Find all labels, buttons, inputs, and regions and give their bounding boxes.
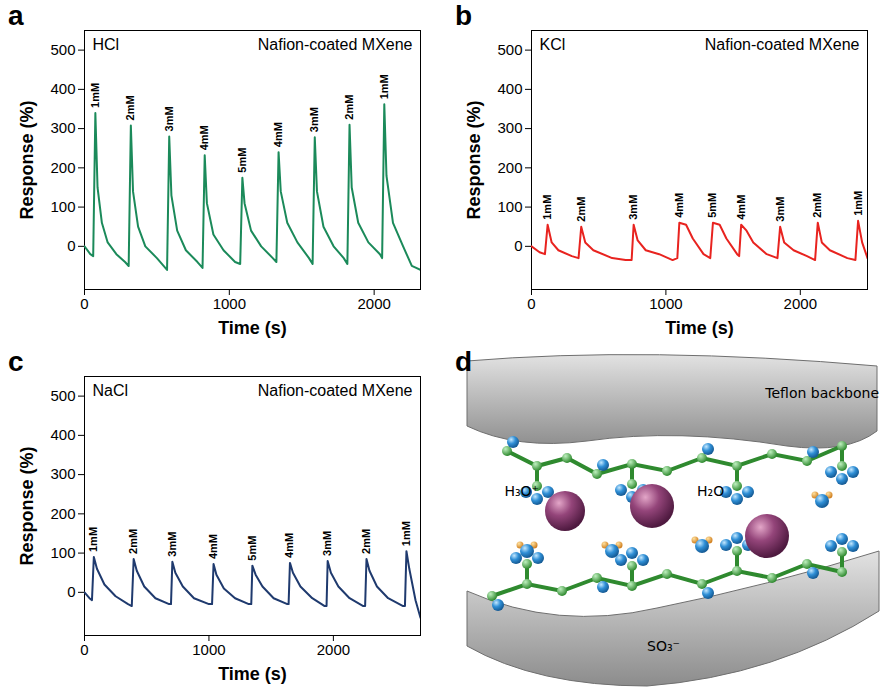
- svg-text:0: 0: [80, 295, 88, 312]
- svg-text:1000: 1000: [649, 295, 682, 312]
- svg-text:100: 100: [497, 198, 522, 215]
- svg-text:3mM: 3mM: [308, 107, 320, 132]
- svg-text:1mM: 1mM: [400, 521, 412, 546]
- svg-text:5mM: 5mM: [236, 148, 248, 173]
- svg-text:Time (s): Time (s): [218, 318, 287, 338]
- svg-text:2mM: 2mM: [575, 197, 587, 222]
- svg-text:500: 500: [50, 41, 75, 58]
- svg-text:100: 100: [50, 544, 75, 561]
- svg-text:Nafion-coated MXene: Nafion-coated MXene: [258, 382, 413, 399]
- svg-text:4mM: 4mM: [283, 533, 295, 558]
- svg-text:3mM: 3mM: [774, 197, 786, 222]
- svg-text:1mM: 1mM: [541, 195, 553, 220]
- svg-text:3mM: 3mM: [627, 195, 639, 220]
- svg-text:300: 300: [497, 119, 522, 136]
- svg-text:2mM: 2mM: [360, 529, 372, 554]
- svg-text:2000: 2000: [784, 295, 817, 312]
- svg-text:Response (%): Response (%): [17, 446, 37, 565]
- svg-text:200: 200: [50, 505, 75, 522]
- svg-text:200: 200: [50, 159, 75, 176]
- svg-text:2000: 2000: [317, 641, 350, 658]
- svg-text:100: 100: [50, 198, 75, 215]
- svg-text:4mM: 4mM: [198, 125, 210, 150]
- svg-text:0: 0: [527, 295, 535, 312]
- svg-text:0: 0: [80, 641, 88, 658]
- svg-text:Response (%): Response (%): [464, 100, 484, 219]
- svg-text:5mM: 5mM: [246, 536, 258, 561]
- svg-text:1mM: 1mM: [378, 74, 390, 99]
- svg-text:Nafion-coated MXene: Nafion-coated MXene: [258, 36, 413, 53]
- svg-text:Time (s): Time (s): [665, 318, 734, 338]
- svg-text:4mM: 4mM: [207, 534, 219, 559]
- svg-text:4mM: 4mM: [673, 193, 685, 218]
- svg-text:2mM: 2mM: [124, 95, 136, 120]
- svg-text:200: 200: [497, 159, 522, 176]
- svg-text:0: 0: [67, 237, 75, 254]
- svg-text:1mM: 1mM: [852, 191, 864, 216]
- svg-text:500: 500: [497, 41, 522, 58]
- svg-text:0: 0: [67, 583, 75, 600]
- svg-text:500: 500: [50, 387, 75, 404]
- svg-text:1mM: 1mM: [87, 527, 99, 552]
- svg-text:HCl: HCl: [93, 36, 120, 53]
- svg-text:2000: 2000: [357, 295, 390, 312]
- svg-text:Nafion-coated MXene: Nafion-coated MXene: [705, 36, 860, 53]
- svg-text:5mM: 5mM: [706, 193, 718, 218]
- svg-text:400: 400: [50, 426, 75, 443]
- svg-text:0: 0: [514, 237, 522, 254]
- svg-text:1000: 1000: [213, 295, 246, 312]
- svg-text:2mM: 2mM: [127, 529, 139, 554]
- svg-text:400: 400: [50, 80, 75, 97]
- svg-text:4mM: 4mM: [272, 122, 284, 147]
- svg-text:1mM: 1mM: [89, 83, 101, 108]
- svg-text:KCl: KCl: [540, 36, 566, 53]
- svg-text:3mM: 3mM: [166, 532, 178, 557]
- svg-text:1000: 1000: [192, 641, 225, 658]
- svg-text:4mM: 4mM: [735, 195, 747, 220]
- svg-text:H₂O: H₂O: [697, 483, 724, 499]
- svg-text:3mM: 3mM: [163, 106, 175, 131]
- svg-text:Time (s): Time (s): [218, 664, 287, 684]
- html-text:d: d: [455, 346, 473, 377]
- svg-text:3mM: 3mM: [321, 531, 333, 556]
- html-text:b: b: [455, 0, 473, 31]
- svg-text:300: 300: [50, 119, 75, 136]
- svg-text:H₃O⁺: H₃O⁺: [504, 483, 539, 499]
- svg-text:Response (%): Response (%): [17, 100, 37, 219]
- svg-text:2mM: 2mM: [343, 95, 355, 120]
- html-text:c: c: [8, 346, 24, 377]
- svg-text:Teflon backbone: Teflon backbone: [764, 385, 879, 401]
- svg-text:SO₃⁻: SO₃⁻: [647, 638, 680, 654]
- html-text:a: a: [8, 0, 24, 31]
- svg-text:2mM: 2mM: [811, 193, 823, 218]
- svg-text:400: 400: [497, 80, 522, 97]
- svg-text:300: 300: [50, 465, 75, 482]
- svg-text:NaCl: NaCl: [93, 382, 129, 399]
